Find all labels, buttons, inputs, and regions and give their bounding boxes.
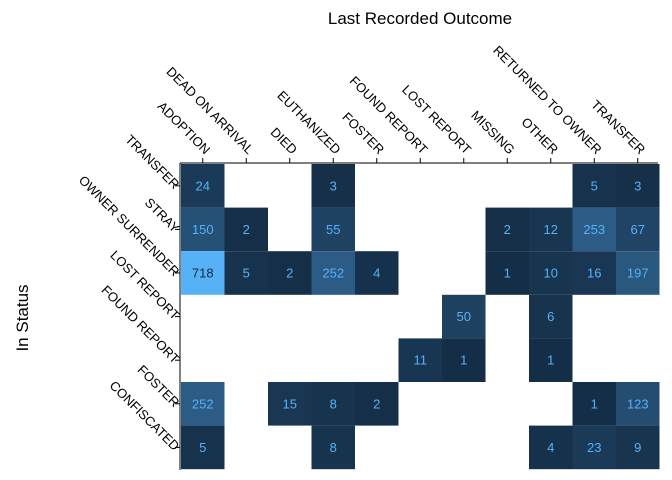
heatmap-cell	[442, 338, 486, 382]
heatmap-cell	[529, 207, 573, 252]
cell-value-label: 1	[591, 396, 598, 411]
heatmap-cell	[181, 382, 225, 426]
heatmap-cell	[311, 164, 355, 208]
x-tick-label: FOUND REPORT	[347, 73, 431, 157]
cell-value-label: 5	[591, 178, 598, 193]
heatmap-cell	[616, 207, 660, 252]
heatmap-cell	[616, 251, 660, 295]
cell-value-label: 2	[286, 266, 293, 281]
cell-value-label: 10	[544, 266, 558, 281]
y-tick-label: STRAY	[142, 195, 183, 236]
heatmap-cell	[355, 382, 399, 426]
heatmap-cell	[311, 425, 355, 470]
heatmap-cell	[311, 207, 355, 252]
cell-value-label: 3	[634, 178, 641, 193]
heatmap-cell	[181, 164, 225, 208]
heatmap-cell	[268, 251, 312, 295]
heatmap-cell	[616, 425, 660, 470]
cell-value-label: 718	[192, 266, 214, 281]
x-tick-label: DIED	[268, 125, 301, 158]
heatmap-cell	[529, 294, 573, 339]
cell-value-label: 5	[199, 440, 206, 455]
cell-value-label: 2	[243, 222, 250, 237]
heatmap-cell	[311, 382, 355, 426]
x-tick-label: MISSING	[468, 108, 517, 157]
cell-value-label: 16	[587, 266, 601, 281]
cell-value-label: 55	[326, 222, 340, 237]
heatmap-cell	[529, 425, 573, 470]
y-tick-label: TRANSFER	[122, 132, 182, 192]
heatmap-cell	[485, 251, 529, 295]
heatmap-cell	[572, 382, 616, 426]
cell-value-label: 1	[460, 353, 467, 368]
cell-value-label: 2	[504, 222, 511, 237]
cell-value-label: 67	[631, 222, 645, 237]
cell-value-label: 3	[330, 178, 337, 193]
heatmap-cell	[485, 207, 529, 252]
cell-value-label: 253	[583, 222, 605, 237]
heatmap-cell	[572, 251, 616, 295]
cell-value-label: 123	[627, 396, 649, 411]
heatmap-cell	[355, 251, 399, 295]
cell-value-label: 4	[547, 440, 554, 455]
heatmap-cell	[616, 382, 660, 426]
heatmap-cell	[529, 338, 573, 382]
x-tick-label: OTHER	[518, 114, 561, 157]
heatmap-cell	[224, 207, 268, 252]
heatmap-cell	[572, 164, 616, 208]
heatmap-cell	[181, 425, 225, 470]
cell-value-label: 197	[627, 266, 649, 281]
heatmap-cell	[616, 164, 660, 208]
y-tick-label: FOUND REPORT	[99, 282, 183, 366]
cell-value-label: 23	[587, 440, 601, 455]
cell-value-label: 5	[243, 266, 250, 281]
cell-value-label: 150	[192, 222, 214, 237]
heatmap-cell	[181, 207, 225, 252]
cell-value-label: 24	[196, 178, 210, 193]
y-axis-title: In Status	[13, 284, 32, 351]
heatmap-cell	[572, 425, 616, 470]
cell-value-label: 11	[414, 353, 428, 368]
heatmap-cell	[181, 251, 225, 295]
heatmap-cell	[311, 251, 355, 295]
heatmap-cell	[529, 251, 573, 295]
cell-value-label: 9	[634, 440, 641, 455]
cell-value-label: 6	[547, 309, 554, 324]
heatmap-cell	[442, 294, 486, 339]
cell-value-label: 252	[322, 266, 344, 281]
x-axis-title: Last Recorded Outcome	[328, 9, 512, 28]
cell-value-label: 1	[504, 266, 511, 281]
cell-value-label: 12	[544, 222, 558, 237]
heatmap-cell	[398, 338, 442, 382]
heatmap-cell	[572, 207, 616, 252]
cell-value-label: 4	[373, 266, 380, 281]
heatmap-cell	[224, 251, 268, 295]
heatmap-cell	[268, 382, 312, 426]
cell-value-label: 50	[457, 309, 471, 324]
cell-value-label: 8	[330, 440, 337, 455]
cell-value-label: 8	[330, 396, 337, 411]
cell-value-label: 252	[192, 396, 214, 411]
cell-value-label: 2	[373, 396, 380, 411]
cell-value-label: 1	[547, 353, 554, 368]
cell-value-label: 15	[283, 396, 297, 411]
